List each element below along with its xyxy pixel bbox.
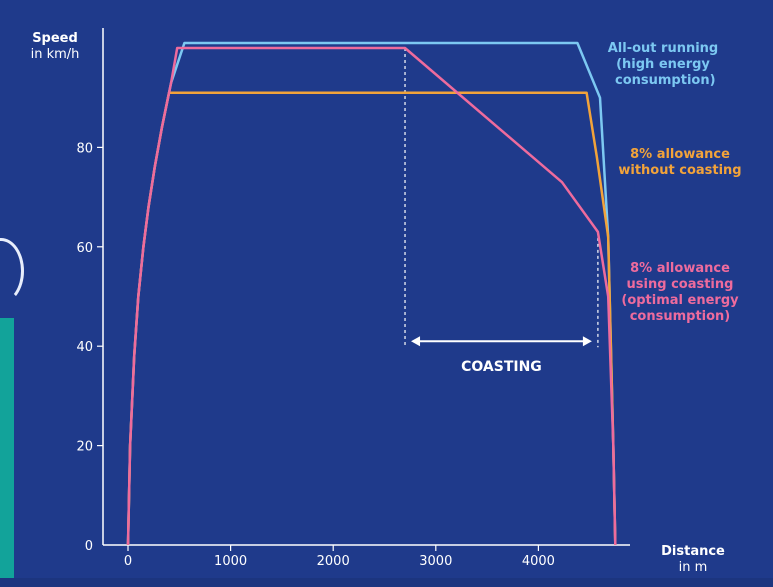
coasting-arrow-head-left xyxy=(411,336,421,347)
series-label-line: using coasting xyxy=(627,277,734,292)
y-axis-unit: in km/h xyxy=(31,47,80,62)
series-line-allowance xyxy=(126,91,617,546)
series-label-line: without coasting xyxy=(618,163,741,178)
y-tick-label: 80 xyxy=(76,141,93,156)
y-tick-label: 40 xyxy=(76,340,93,355)
series-label-line: (high energy xyxy=(616,57,710,72)
series-line-coasting xyxy=(126,46,617,546)
x-tick-label: 0 xyxy=(124,554,132,569)
teal-side-bar xyxy=(0,318,14,587)
series-label-line: 8% allowance xyxy=(630,261,730,276)
x-tick-label: 4000 xyxy=(522,554,555,569)
y-axis-title: Speed xyxy=(32,31,78,46)
series-line-allout xyxy=(126,41,617,546)
x-axis-title: Distance xyxy=(661,544,725,559)
series-label-line: consumption) xyxy=(610,73,715,88)
x-tick-label: 1000 xyxy=(214,554,247,569)
series-label-line: (optimal energy xyxy=(621,293,739,308)
series-label-line: consumption) xyxy=(630,309,731,324)
coasting-label: COASTING xyxy=(461,359,542,375)
y-tick-label: 20 xyxy=(76,440,93,455)
coasting-arrow-head-right xyxy=(582,336,592,347)
x-tick-label: 3000 xyxy=(419,554,452,569)
y-tick-label-zero: 0 xyxy=(85,539,93,554)
bottom-strip xyxy=(0,578,773,587)
x-tick-label: 2000 xyxy=(317,554,350,569)
series-label-line: 8% allowance xyxy=(630,147,730,162)
y-tick-label: 60 xyxy=(76,241,93,256)
series-label-allowance: 8% allowance without coasting xyxy=(618,147,741,178)
series-label-coasting: 8% allowance using coasting (optimal energ… xyxy=(621,261,739,324)
series-label-allout: All-out running (high energy consumption) xyxy=(608,41,719,88)
series-label-line: All-out running xyxy=(608,41,719,56)
x-axis-unit: in m xyxy=(679,560,708,575)
